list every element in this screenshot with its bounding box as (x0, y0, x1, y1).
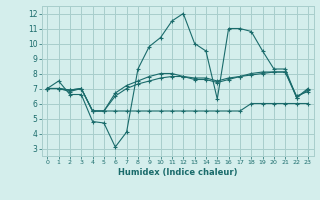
X-axis label: Humidex (Indice chaleur): Humidex (Indice chaleur) (118, 168, 237, 177)
